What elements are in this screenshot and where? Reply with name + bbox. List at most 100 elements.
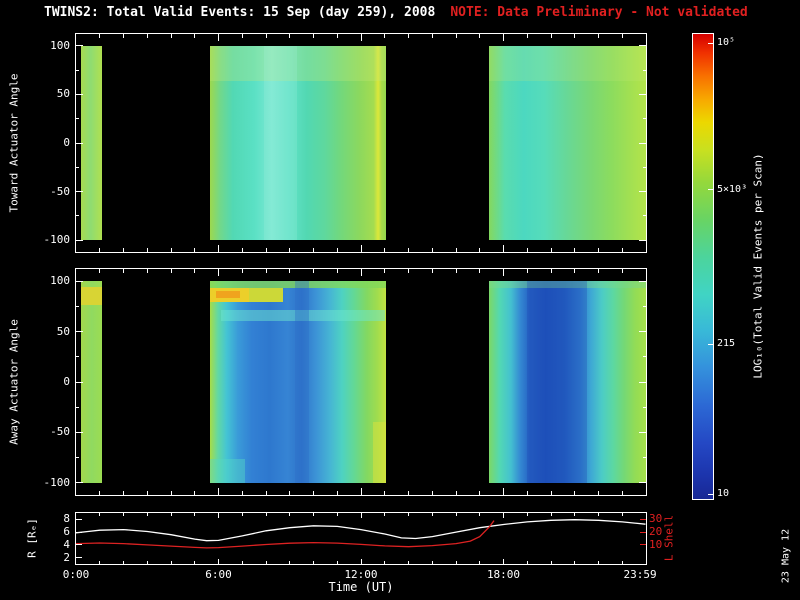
x-tick xyxy=(289,513,291,516)
y2-tick xyxy=(640,544,646,546)
heatmap-feature xyxy=(210,458,245,483)
x-tick xyxy=(123,248,124,252)
heatmap-segment xyxy=(489,45,646,241)
x-tick xyxy=(194,248,196,252)
x-tick xyxy=(479,513,481,516)
x-tick xyxy=(123,269,124,273)
x-tick xyxy=(574,491,576,495)
heatmap-feature xyxy=(263,45,297,241)
y-tick-label: 4 xyxy=(63,537,70,551)
y-tick xyxy=(639,142,646,144)
x-tick xyxy=(99,34,101,38)
x-tick xyxy=(598,34,599,38)
y2-tick-label: 20 xyxy=(649,525,663,539)
heatmap-feature xyxy=(527,281,587,483)
x-tick xyxy=(313,561,314,564)
y-tick xyxy=(76,305,79,307)
y-tick-label: 6 xyxy=(63,525,70,539)
heatmap-panel-away xyxy=(75,268,647,496)
x-tick xyxy=(455,34,457,38)
y2-tick xyxy=(640,531,646,533)
x-tick xyxy=(170,561,172,564)
y-axis-label-orbit: R [Rₑ] xyxy=(25,518,39,558)
x-tick xyxy=(455,491,457,495)
x-tick-label: 6:00 xyxy=(205,568,232,581)
x-tick xyxy=(313,513,314,516)
x-tick xyxy=(526,248,528,252)
x-tick xyxy=(455,248,457,252)
x-tick xyxy=(146,248,148,252)
heatmap-feature xyxy=(249,288,283,303)
y-tick xyxy=(76,142,83,144)
y-tick xyxy=(639,93,646,95)
y-tick xyxy=(643,118,646,120)
x-tick xyxy=(503,245,504,252)
y-tick-label: -100 xyxy=(43,475,71,489)
x-tick xyxy=(265,34,267,38)
page-title: TWINS2: Total Valid Events: 15 Sep (day … xyxy=(44,5,748,20)
y-tick xyxy=(76,45,83,47)
x-tick xyxy=(384,269,386,273)
x-tick xyxy=(574,561,576,564)
x-tick xyxy=(99,513,101,516)
x-tick xyxy=(384,491,386,495)
x-tick xyxy=(455,269,457,273)
x-tick xyxy=(455,561,457,564)
heatmap-feature xyxy=(80,287,102,306)
y-tick xyxy=(76,331,83,333)
x-tick xyxy=(479,248,481,252)
x-tick xyxy=(241,34,243,38)
x-tick xyxy=(99,248,101,252)
heatmap-segment xyxy=(489,281,646,483)
x-tick-label: 23:59 xyxy=(623,568,657,581)
heatmap-feature xyxy=(372,422,386,483)
y-tick xyxy=(76,381,83,383)
y-tick-label: 0 xyxy=(63,136,70,149)
x-tick xyxy=(123,513,124,516)
y-tick-label: 0 xyxy=(63,375,70,388)
x-tick xyxy=(360,269,362,276)
x-tick xyxy=(241,269,243,273)
y-tick xyxy=(76,239,83,241)
x-tick xyxy=(146,513,148,516)
x-tick xyxy=(431,34,433,38)
x-tick xyxy=(526,491,528,495)
x-tick xyxy=(218,34,219,41)
x-tick xyxy=(360,513,362,518)
x-tick xyxy=(146,34,148,38)
x-tick xyxy=(479,269,481,273)
y-tick xyxy=(643,166,646,168)
heatmap-feature xyxy=(489,281,646,289)
x-tick xyxy=(550,561,552,564)
x-tick xyxy=(621,248,623,252)
x-tick xyxy=(431,561,433,564)
x-tick xyxy=(408,34,409,38)
x-tick xyxy=(598,561,599,564)
heatmap-feature xyxy=(294,281,309,483)
y-tick-label: 100 xyxy=(50,274,70,288)
y2-tick xyxy=(640,518,646,520)
x-tick xyxy=(265,513,267,516)
x-tick xyxy=(526,269,528,273)
x-tick xyxy=(170,513,172,516)
x-tick xyxy=(123,34,124,38)
x-tick xyxy=(241,561,243,564)
x-tick xyxy=(431,248,433,252)
x-tick xyxy=(503,559,504,564)
y-tick xyxy=(76,93,83,95)
x-tick xyxy=(170,269,172,273)
x-tick xyxy=(598,269,599,273)
date-watermark: 23 May 12 xyxy=(780,528,792,584)
x-tick xyxy=(360,34,362,41)
x-tick xyxy=(384,561,386,564)
x-tick xyxy=(289,561,291,564)
y-tick-label: -100 xyxy=(43,233,71,247)
y-tick-label: 50 xyxy=(56,324,70,338)
x-tick xyxy=(146,269,148,273)
y-tick xyxy=(643,215,646,217)
x-tick xyxy=(408,561,409,564)
x-tick xyxy=(265,561,267,564)
x-tick xyxy=(503,34,504,41)
x-tick xyxy=(550,491,552,495)
